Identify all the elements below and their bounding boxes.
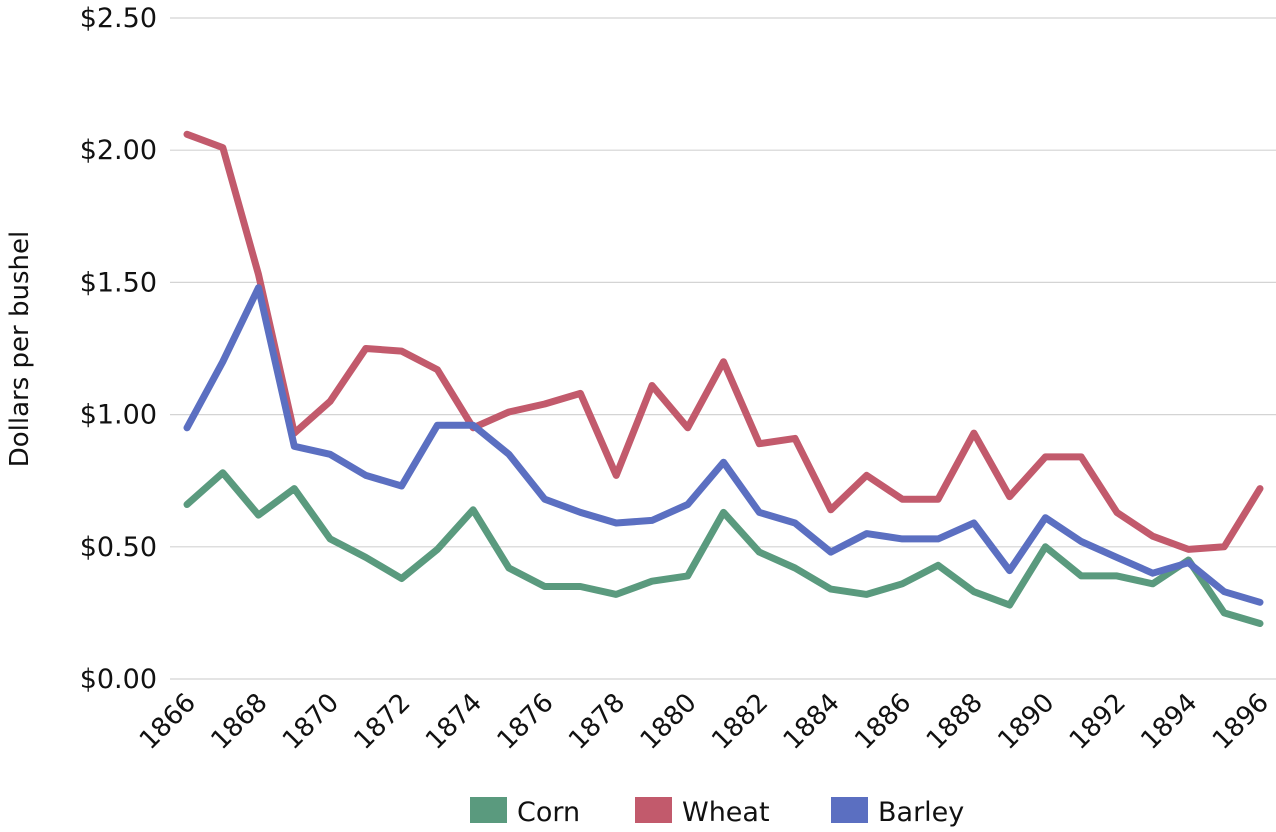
- legend-label-wheat: Wheat: [682, 797, 770, 828]
- series-line-corn: [183, 469, 1264, 627]
- series-layer: [183, 130, 1264, 627]
- x-tick-label: 1886: [849, 688, 917, 756]
- x-axis-ticks: 1866 1868 1870 1872 1874 1876 1878 1880 1882 1884…: [134, 688, 1275, 756]
- y-tick-label: $2.00: [80, 135, 157, 166]
- y-axis-title: Dollars per bushel: [5, 231, 35, 468]
- x-tick-label: 1890: [992, 688, 1060, 756]
- x-tick-label: 1868: [205, 688, 273, 756]
- x-tick-label: 1880: [635, 688, 703, 756]
- y-tick-label: $2.50: [80, 3, 157, 34]
- x-tick-label: 1874: [420, 688, 488, 756]
- y-tick-label: $1.50: [80, 267, 157, 298]
- x-tick-label: 1876: [492, 688, 560, 756]
- y-tick-label: $0.00: [80, 664, 157, 695]
- y-axis-ticks: $0.00 $0.50 $1.00 $1.50 $2.00 $2.50: [80, 3, 157, 695]
- x-tick-label: 1892: [1064, 688, 1132, 756]
- x-tick-label: 1872: [349, 688, 417, 756]
- legend-swatch-wheat: [635, 797, 672, 823]
- x-tick-label: 1870: [277, 688, 345, 756]
- series-line-barley: [183, 284, 1264, 606]
- legend: Corn Wheat Barley: [470, 797, 964, 828]
- x-tick-label: 1882: [706, 688, 774, 756]
- x-tick-label: 1878: [563, 688, 631, 756]
- y-tick-label: $0.50: [80, 532, 157, 563]
- legend-label-corn: Corn: [517, 797, 580, 828]
- legend-label-barley: Barley: [878, 797, 964, 828]
- series-line-wheat: [183, 130, 1264, 553]
- x-tick-label: 1866: [134, 688, 202, 756]
- legend-swatch-barley: [831, 797, 868, 823]
- x-tick-label: 1888: [921, 688, 989, 756]
- legend-swatch-corn: [470, 797, 507, 823]
- x-tick-label: 1894: [1135, 688, 1203, 756]
- y-tick-label: $1.00: [80, 400, 157, 431]
- x-tick-label: 1884: [778, 688, 846, 756]
- grid-layer: [170, 17, 1276, 680]
- x-tick-label: 1896: [1207, 688, 1275, 756]
